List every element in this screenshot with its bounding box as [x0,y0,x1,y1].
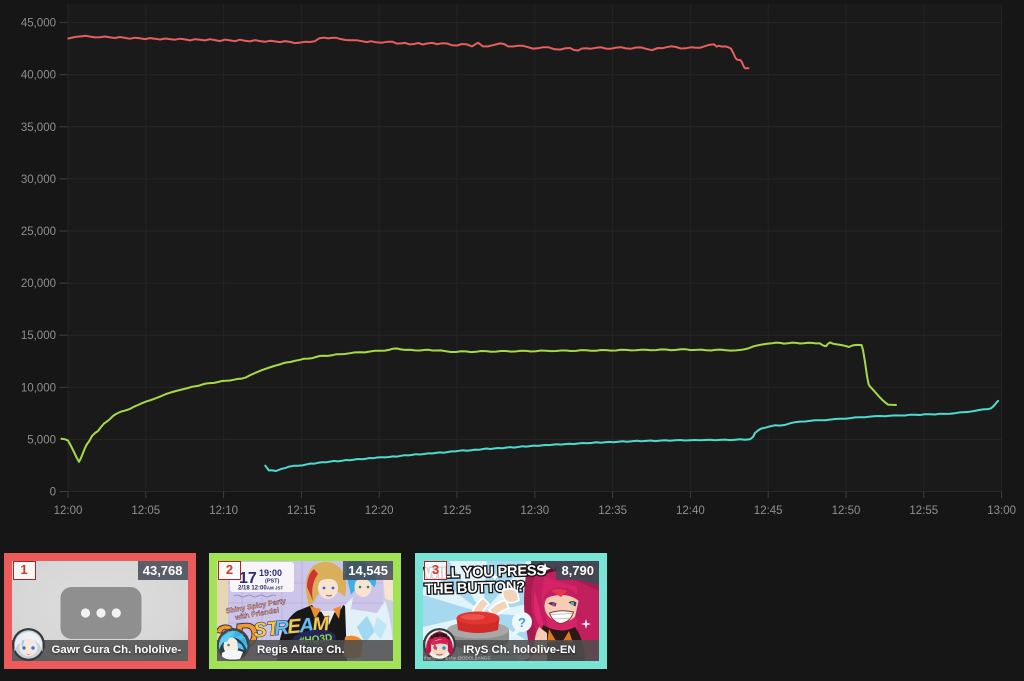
svg-text:E: E [287,615,303,638]
svg-text:12:30: 12:30 [520,505,549,517]
svg-text:12:20: 12:20 [365,505,394,517]
svg-text:12:15: 12:15 [287,505,316,517]
svg-text:THE BUTTON?: THE BUTTON? [424,579,525,598]
svg-text:45,000: 45,000 [21,18,56,30]
svg-text:WILL YOU PRESS: WILL YOU PRESS [424,563,546,582]
svg-text:35,000: 35,000 [21,122,56,134]
svg-text:12:05: 12:05 [131,505,160,517]
svg-text:12:25: 12:25 [443,505,472,517]
svg-text:30,000: 30,000 [21,174,56,186]
svg-text:2/18 12:00AM JST: 2/18 12:00AM JST [238,586,283,592]
svg-text:10,000: 10,000 [21,382,56,394]
svg-text:12:10: 12:10 [209,505,238,517]
svg-text:25,000: 25,000 [21,226,56,238]
svg-text:19:00: 19:00 [259,568,282,578]
svg-text:?: ? [518,615,526,630]
svg-text:12:35: 12:35 [598,505,627,517]
svg-text:40,000: 40,000 [21,70,56,82]
svg-text:17: 17 [239,570,257,587]
svg-text:12:55: 12:55 [909,505,938,517]
svg-text:12:40: 12:40 [676,505,705,517]
svg-text:5,000: 5,000 [27,434,56,446]
svg-text:12:45: 12:45 [754,505,783,517]
svg-text:13:00: 13:00 [987,505,1016,517]
svg-text:R: R [274,617,291,640]
svg-text:ST: ST [253,618,282,642]
svg-text:15,000: 15,000 [21,330,56,342]
svg-text:(PST): (PST) [265,579,280,585]
svg-text:12:50: 12:50 [832,505,861,517]
svg-text:12:00: 12:00 [54,505,83,517]
svg-text:20,000: 20,000 [21,278,56,290]
svg-text:0: 0 [50,487,56,499]
